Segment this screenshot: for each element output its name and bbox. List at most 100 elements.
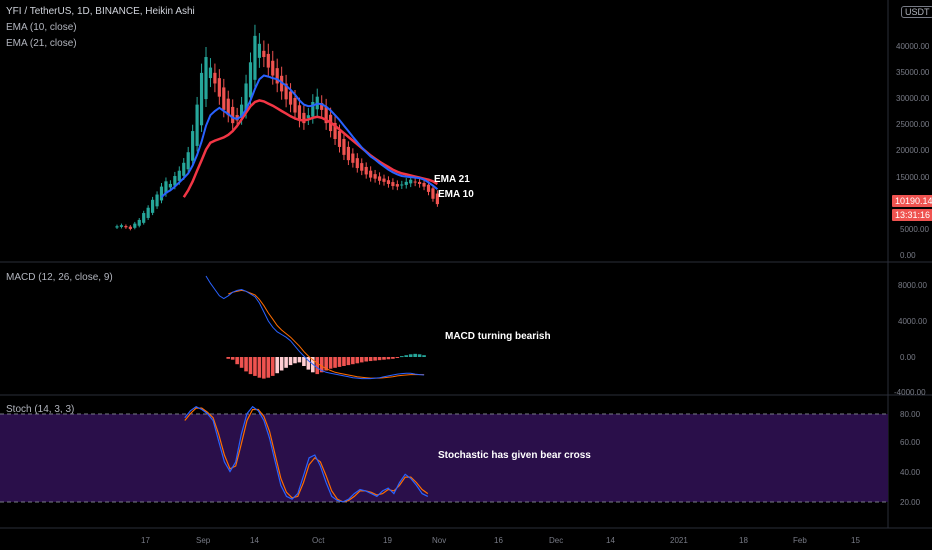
candle-body — [159, 186, 164, 201]
macd-histogram-bar — [230, 357, 235, 360]
macd-axis-label: -4000.00 — [894, 388, 926, 397]
macd-histogram-bar — [386, 357, 391, 360]
macd-histogram-bar — [359, 357, 364, 363]
symbol-title[interactable]: YFI / TetherUS, 1D, BINANCE, Heikin Ashi — [6, 6, 195, 17]
macd-histogram-bar — [333, 357, 337, 368]
stoch-band — [0, 414, 888, 502]
macd-histogram-bar — [302, 357, 306, 366]
macd-histogram-bar — [364, 357, 368, 362]
price-axis-label: 20000.00 — [896, 146, 930, 155]
stoch-axis-label: 20.00 — [900, 498, 921, 507]
candle-body — [275, 68, 279, 84]
candle-body — [257, 43, 261, 58]
time-axis-label: 14 — [250, 536, 259, 545]
macd-axis-label: 0.00 — [900, 353, 916, 362]
macd-histogram-bar — [324, 357, 328, 371]
macd-histogram-bar — [413, 353, 417, 357]
macd-histogram-bar — [346, 357, 351, 366]
last-price-tag: 10190.14 — [892, 195, 932, 207]
candle-body — [409, 179, 413, 184]
candle-body — [404, 181, 408, 185]
macd-legend[interactable]: MACD (12, 26, close, 9) — [6, 272, 113, 283]
macd-histogram-bar — [391, 357, 395, 359]
candle-body — [369, 170, 373, 178]
candle-body — [320, 102, 324, 110]
candle-body — [346, 146, 350, 161]
macd-histogram-bar — [244, 357, 248, 372]
time-axis-label: 2021 — [670, 536, 688, 545]
candle-body — [395, 184, 399, 187]
candle-body — [177, 170, 181, 181]
candle-body — [302, 112, 306, 124]
ema21-annotation: EMA 21 — [434, 174, 470, 185]
macd-axis-label: 8000.00 — [898, 281, 927, 290]
macd-histogram-bar — [293, 357, 297, 364]
countdown-tag: 13:31:16 — [892, 209, 932, 221]
time-axis-label: Oct — [312, 536, 325, 545]
macd-histogram-bar — [262, 357, 266, 379]
currency-button[interactable]: USDT — [901, 6, 932, 18]
candle-body — [386, 180, 391, 184]
candle-body — [391, 182, 395, 187]
stoch-k-line — [184, 405, 429, 503]
candle-body — [364, 166, 368, 175]
time-axis-label: 14 — [606, 536, 615, 545]
candle-body — [324, 106, 328, 124]
candle-body — [342, 138, 346, 155]
macd-axis-label: 4000.00 — [898, 317, 927, 326]
macd-histogram-bar — [368, 357, 373, 362]
candle-body — [128, 226, 132, 229]
price-axis-label: 25000.00 — [896, 120, 930, 129]
macd-histogram-bar — [422, 355, 426, 357]
macd-histogram-bar — [275, 357, 279, 374]
macd-signal-line — [228, 289, 425, 379]
macd-histogram-bar — [382, 357, 386, 360]
time-axis-label: 15 — [851, 536, 860, 545]
macd-histogram-bar — [342, 357, 346, 366]
candle-body — [235, 115, 239, 121]
price-axis-label: 40000.00 — [896, 42, 930, 51]
candle-body — [222, 87, 226, 110]
macd-histogram-bar — [253, 357, 257, 376]
time-axis-label: 17 — [141, 536, 150, 545]
candle-body — [231, 106, 235, 124]
candle-body — [400, 184, 404, 186]
candle-body — [146, 207, 150, 218]
macd-line — [205, 275, 425, 380]
stoch-legend[interactable]: Stoch (14, 3, 3) — [6, 404, 75, 415]
time-axis-label: 16 — [494, 536, 503, 545]
ema10-legend[interactable]: EMA (10, close) — [6, 22, 77, 33]
macd-annotation: MACD turning bearish — [445, 331, 551, 342]
candle-body — [271, 60, 275, 76]
macd-histogram-bar — [408, 354, 413, 357]
candle-body — [195, 104, 199, 146]
macd-histogram-bar — [315, 357, 320, 375]
candle-body — [164, 181, 168, 194]
time-axis-label: 18 — [739, 536, 748, 545]
macd-histogram-bar — [351, 357, 355, 365]
candle-body — [382, 178, 386, 182]
candle-body — [191, 131, 195, 161]
candle-body — [284, 83, 288, 100]
candle-body — [137, 219, 141, 226]
price-axis-label: 5000.00 — [900, 225, 929, 234]
price-axis-label: 0.00 — [900, 251, 916, 260]
macd-histogram-bar — [328, 357, 333, 369]
time-axis-label: 19 — [383, 536, 392, 545]
candle-body — [311, 101, 315, 117]
macd-histogram-bar — [337, 357, 342, 367]
ema21-legend[interactable]: EMA (21, close) — [6, 38, 77, 49]
candle-body — [351, 153, 355, 163]
stoch-axis-label: 60.00 — [900, 438, 921, 447]
candles-group — [115, 24, 439, 231]
macd-histogram-bar — [400, 356, 404, 358]
candle-body — [168, 183, 172, 188]
candle-body — [337, 130, 342, 147]
candle-body — [431, 188, 435, 199]
candle-body — [422, 182, 426, 187]
candle-body — [266, 53, 270, 68]
candle-body — [155, 194, 159, 207]
candle-body — [240, 104, 244, 118]
ema21-line — [182, 99, 439, 198]
